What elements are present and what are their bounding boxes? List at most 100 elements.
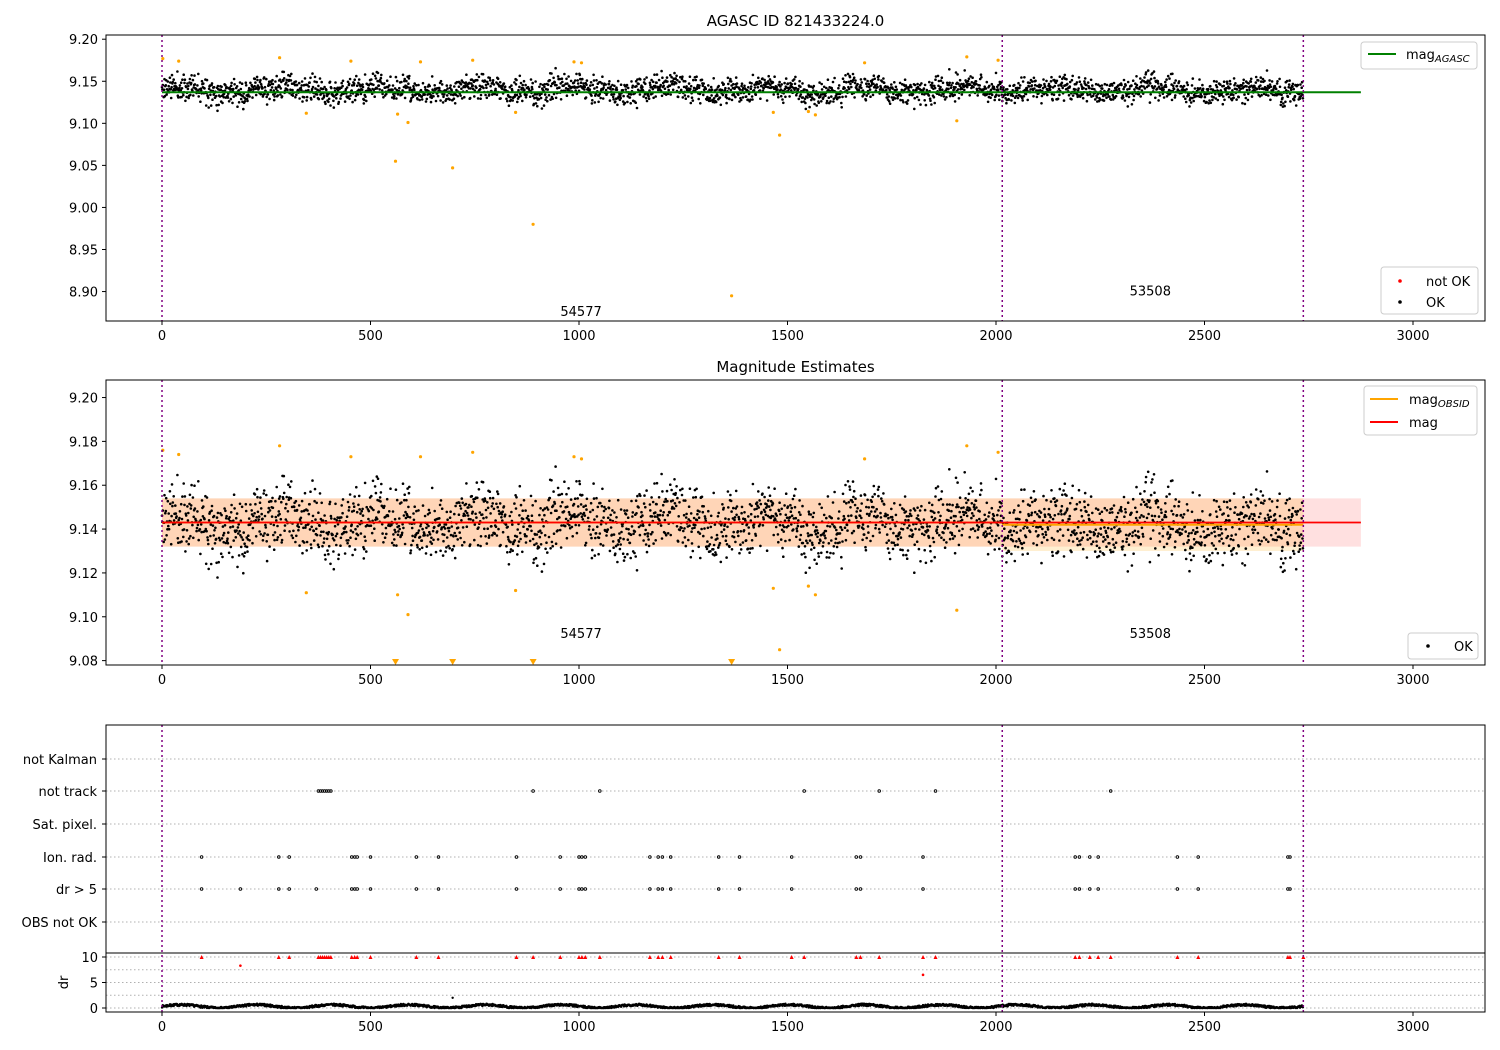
ok-point — [649, 532, 653, 536]
ok-point — [830, 95, 833, 98]
ok-point — [411, 539, 415, 542]
ok-point — [860, 502, 863, 505]
ok-point — [232, 519, 235, 522]
ok-point — [210, 82, 214, 85]
ok-point — [1186, 83, 1190, 87]
ok-point — [488, 496, 492, 500]
ok-point — [622, 537, 625, 541]
ok-point — [239, 545, 243, 549]
ok-point — [351, 530, 355, 534]
ok-point — [177, 518, 180, 522]
ok-point — [743, 84, 746, 88]
ok-point — [781, 98, 784, 101]
ok-point — [430, 542, 434, 545]
ok-point — [1154, 96, 1157, 100]
ok-point — [690, 96, 694, 99]
ok-point — [616, 543, 620, 546]
ok-point — [183, 78, 187, 81]
ok-point — [1026, 98, 1029, 102]
ok-point — [837, 86, 840, 90]
ok-point — [985, 501, 989, 505]
ok-point — [304, 524, 308, 527]
ok-point — [522, 525, 525, 528]
ok-point — [1289, 88, 1293, 91]
ok-point — [652, 96, 655, 100]
ok-point — [443, 93, 446, 96]
ok-point — [287, 483, 290, 487]
ok-point — [448, 98, 452, 101]
ok-point — [531, 537, 535, 541]
ok-point — [1085, 99, 1089, 103]
ok-point — [1146, 81, 1149, 85]
ok-point — [479, 97, 482, 100]
ok-point — [1243, 93, 1246, 96]
ok-point — [380, 89, 384, 92]
ok-point — [1211, 98, 1214, 102]
ok-point — [1088, 93, 1092, 96]
ok-point — [448, 526, 451, 530]
ok-point — [460, 519, 463, 522]
ok-point — [233, 83, 236, 86]
ok-point — [786, 82, 790, 85]
ok-point — [936, 485, 940, 488]
ok-point — [960, 87, 964, 90]
ok-point — [534, 102, 538, 105]
ok-point — [584, 504, 587, 508]
ok-point — [874, 526, 877, 530]
ok-point — [822, 541, 825, 544]
ok-point — [968, 535, 971, 539]
ok-point — [327, 544, 331, 548]
ok-point — [851, 72, 855, 76]
ok-point — [619, 508, 623, 511]
ok-point — [887, 516, 890, 520]
ok-point — [409, 99, 413, 102]
ok-point — [197, 72, 200, 76]
ok-point — [1174, 79, 1177, 82]
ok-point — [849, 506, 852, 509]
ok-point — [186, 87, 190, 91]
ok-point — [866, 498, 869, 502]
ok-point — [508, 550, 512, 554]
ok-point — [234, 94, 238, 97]
ok-point — [1182, 95, 1185, 98]
ok-point — [195, 529, 198, 533]
ok-point — [673, 502, 677, 505]
ok-point — [536, 104, 539, 108]
ok-point — [741, 541, 745, 544]
ok-point — [1227, 95, 1231, 99]
ok-point — [701, 510, 705, 514]
ok-point — [891, 98, 895, 102]
ok-point — [716, 537, 719, 540]
ok-point — [749, 519, 753, 522]
ok-point — [421, 504, 425, 507]
ok-point — [755, 507, 758, 511]
ok-point — [980, 488, 983, 492]
ok-point — [894, 524, 897, 528]
ok-point — [1055, 499, 1059, 502]
ok-point — [1284, 89, 1288, 92]
ok-point — [1133, 88, 1136, 91]
ok-point — [207, 87, 211, 91]
ok-point — [1174, 94, 1177, 97]
ok-point — [589, 510, 592, 514]
ok-point — [779, 88, 783, 91]
ok-point — [937, 79, 941, 83]
ok-point — [242, 571, 245, 575]
ok-point — [1044, 533, 1048, 536]
ok-point — [536, 564, 539, 567]
ok-point — [311, 85, 315, 89]
ok-point — [367, 517, 370, 521]
ok-point — [300, 80, 304, 83]
ok-point — [301, 100, 304, 103]
ok-point — [689, 555, 693, 559]
ok-point — [297, 525, 301, 529]
ok-point — [433, 525, 436, 529]
ok-point — [1108, 95, 1111, 98]
ok-point — [780, 83, 783, 86]
ok-point — [546, 551, 549, 554]
ok-point — [651, 80, 655, 84]
ok-point — [962, 513, 966, 517]
ok-point — [948, 468, 951, 471]
ok-point — [907, 515, 911, 518]
ok-point — [988, 84, 991, 88]
